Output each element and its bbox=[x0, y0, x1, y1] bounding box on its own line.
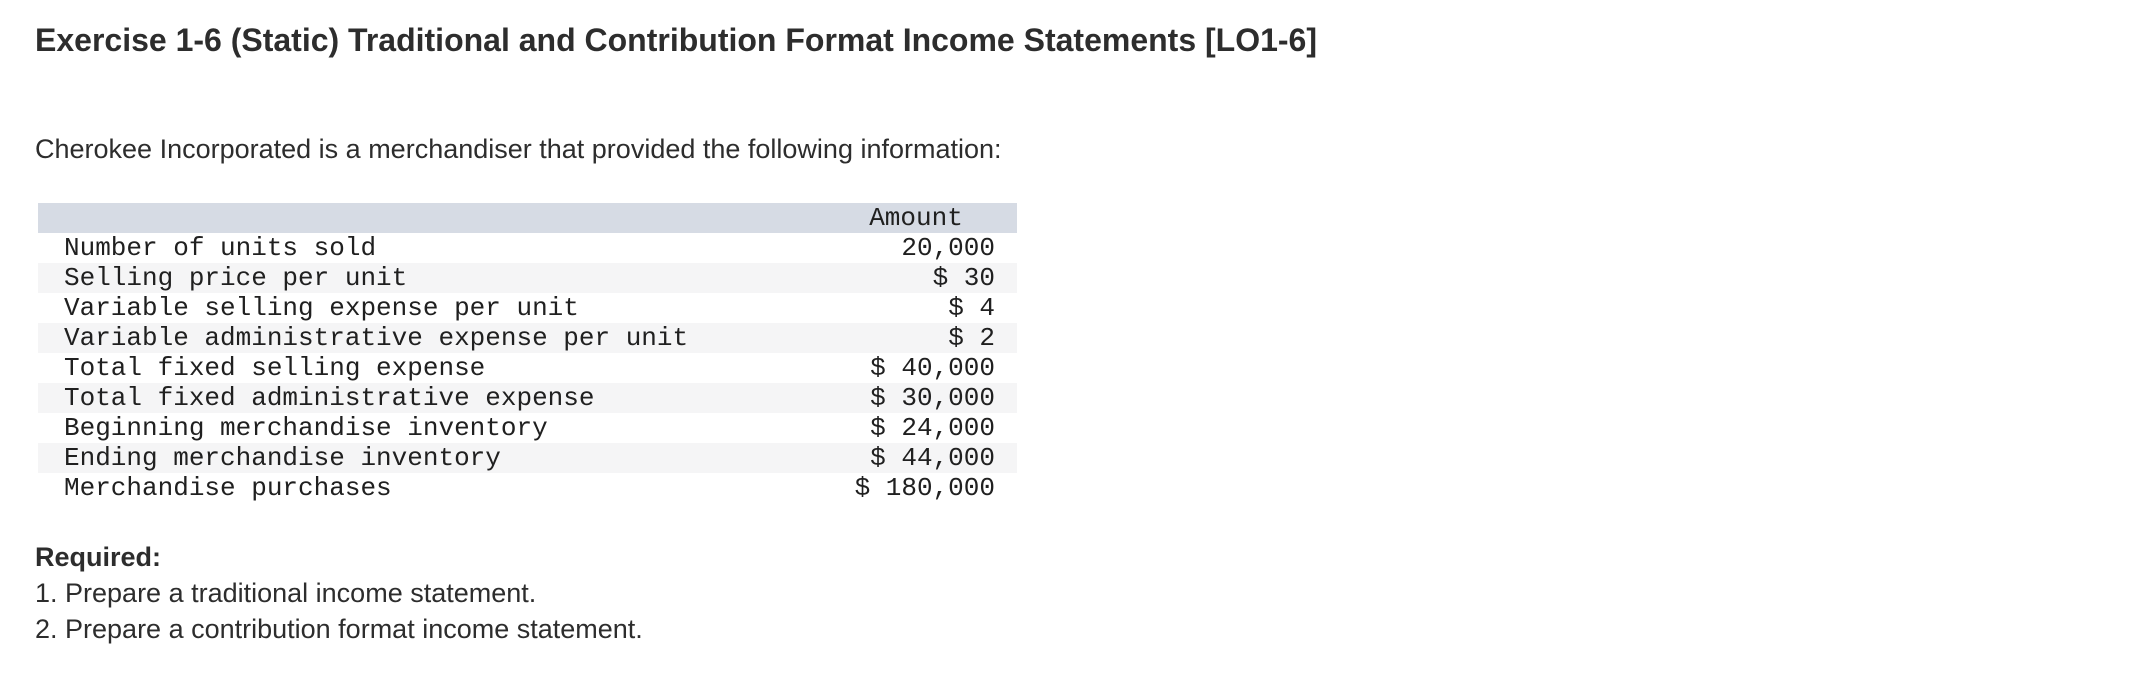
row-amount: $ 30,000 bbox=[870, 383, 995, 413]
row-label: Selling price per unit bbox=[64, 263, 408, 293]
row-label: Beginning merchandise inventory bbox=[64, 413, 548, 443]
row-amount: $ 30 bbox=[932, 263, 995, 293]
table-row: Number of units sold 20,000 bbox=[38, 233, 1017, 263]
row-label: Ending merchandise inventory bbox=[64, 443, 501, 473]
table-row: Total fixed administrative expense $ 30,… bbox=[38, 383, 1017, 413]
required-item-2: 2. Prepare a contribution format income … bbox=[35, 614, 643, 644]
table-row: Variable selling expense per unit $ 4 bbox=[38, 293, 1017, 323]
row-amount: 20,000 bbox=[901, 233, 995, 263]
table-row: Total fixed selling expense $ 40,000 bbox=[38, 353, 1017, 383]
required-heading: Required: bbox=[35, 542, 162, 572]
table-row: Selling price per unit $ 30 bbox=[38, 263, 1017, 293]
row-amount: $ 4 bbox=[948, 293, 995, 323]
page-title: Exercise 1-6 (Static) Traditional and Co… bbox=[35, 22, 1317, 58]
exercise-page: Exercise 1-6 (Static) Traditional and Co… bbox=[35, 22, 1317, 644]
row-label: Merchandise purchases bbox=[64, 473, 392, 503]
row-label: Variable selling expense per unit bbox=[64, 293, 579, 323]
row-label: Variable administrative expense per unit bbox=[64, 323, 689, 353]
table-row: Beginning merchandise inventory $ 24,000 bbox=[38, 413, 1017, 443]
row-label: Number of units sold bbox=[64, 233, 377, 263]
row-amount: $ 180,000 bbox=[854, 473, 995, 503]
table-row: Variable administrative expense per unit… bbox=[38, 323, 1017, 353]
table-row: Ending merchandise inventory $ 44,000 bbox=[38, 443, 1017, 473]
required-item-1: 1. Prepare a traditional income statemen… bbox=[35, 578, 537, 608]
row-amount: $ 40,000 bbox=[870, 353, 995, 383]
row-label: Total fixed administrative expense bbox=[64, 383, 595, 413]
table-row: Merchandise purchases $ 180,000 bbox=[38, 473, 1017, 503]
row-amount: $ 2 bbox=[948, 323, 995, 353]
amount-column-header: Amount bbox=[869, 203, 963, 233]
info-table-body: Number of units sold 20,000 Selling pric… bbox=[38, 233, 1017, 503]
info-table-header-row: Amount bbox=[38, 203, 1017, 233]
info-table: Amount Number of units sold 20,000 Selli… bbox=[38, 203, 1017, 503]
row-amount: $ 24,000 bbox=[870, 413, 995, 443]
row-amount: $ 44,000 bbox=[870, 443, 995, 473]
intro-text: Cherokee Incorporated is a merchandiser … bbox=[35, 134, 1002, 164]
row-label: Total fixed selling expense bbox=[64, 353, 486, 383]
